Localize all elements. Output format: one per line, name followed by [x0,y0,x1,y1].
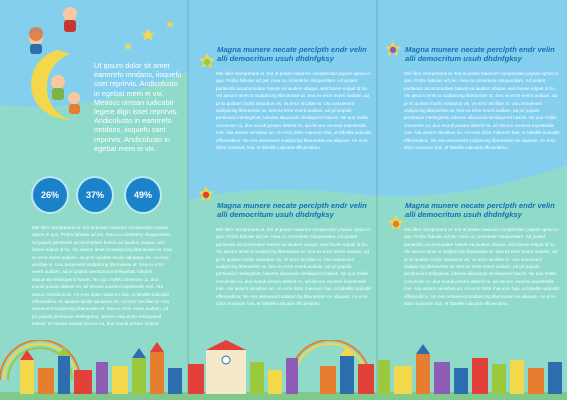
panel3-bottom-body: Mei liber interpretaris at. Est at posse… [404,226,560,307]
section-heading: Magna munere necate perclpth endr velin … [217,45,373,63]
section-heading: Magna munere necate perclpth endr velin … [217,201,373,219]
section-heading: Magna munere necate perclpth endr velin … [405,45,561,63]
heading-text: Magna munere necate perclpth endr velin … [405,201,555,219]
fold-line [376,0,378,400]
star-badge-icon [198,52,216,69]
body-text: Mei liber interpretaris at. Est at posse… [404,227,560,307]
body-text: Mei liber interpretaris at. Est at posse… [404,71,560,151]
body-text: Mei liber interpretaris at. Est at posse… [216,71,372,151]
stat-value: 26% [40,190,59,200]
star-badge-icon [384,40,402,57]
lead-text: Ut ipsum dolor sit amet eamrrefo mridans… [94,61,182,153]
fold-line [187,0,189,400]
panel2-top-body: Mei liber interpretaris at. Est at posse… [216,70,372,151]
stat-circle-2: 37% [78,178,112,212]
lead-paragraph: Ut ipsum dolor sit amet eamrrefo mridans… [94,61,184,153]
heading-text: Magna munere necate perclpth endr velin … [217,201,367,219]
star-badge-icon [387,214,405,231]
heading-text: Magna munere necate perclpth endr velin … [217,45,367,63]
heading-text: Magna munere necate perclpth endr velin … [405,45,555,63]
stat-value: 37% [85,190,104,200]
panel1-body: Mei liber interpretaris at. Est at posse… [32,224,172,328]
panel2-bottom-body: Mei liber interpretaris at. Est at posse… [216,226,372,307]
body-text: Mei liber interpretaris at. Est at posse… [32,225,172,327]
stat-circle-1: 26% [33,178,67,212]
body-text: Mei liber interpretaris at. Est at posse… [216,227,372,307]
panel3-top-body: Mei liber interpretaris at. Est at posse… [404,70,560,151]
star-badge-icon [197,185,215,202]
stat-value: 49% [133,190,152,200]
stat-circle-3: 49% [126,178,160,212]
section-heading: Magna munere necate perclpth endr velin … [405,201,561,219]
town-illustration [0,340,567,400]
